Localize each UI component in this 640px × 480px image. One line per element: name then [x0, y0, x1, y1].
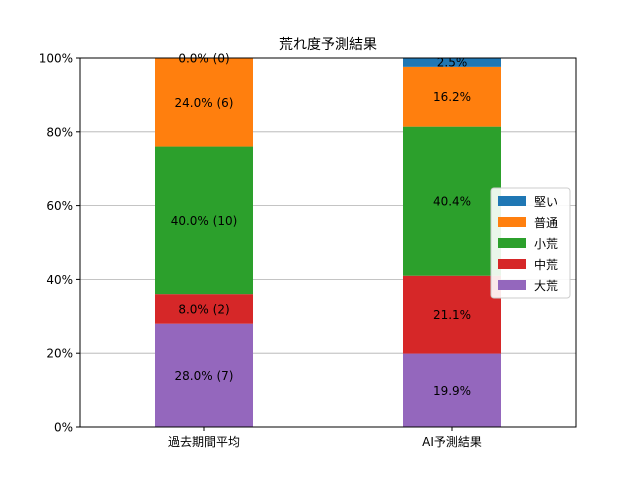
bar-segment — [403, 126, 501, 276]
data-label: 16.2% — [433, 90, 471, 104]
legend-swatch — [498, 259, 526, 269]
y-tick-label: 0% — [54, 421, 73, 435]
axis-layer: 0% 20% 40% 60% 80% 100% 過去期間平均 AI予測結果 — [39, 52, 482, 450]
legend-swatch — [498, 196, 526, 206]
bar-segment — [155, 323, 253, 427]
legend-label: 堅い — [534, 195, 558, 209]
legend-label: 中荒 — [534, 257, 558, 272]
plot-frame — [79, 57, 577, 428]
y-tick-label: 20% — [46, 347, 73, 361]
x-tick-label: 過去期間平均 — [168, 435, 240, 449]
bar-layer — [155, 57, 501, 427]
legend-label: 小荒 — [534, 237, 558, 251]
bar-segment — [403, 66, 501, 127]
data-label: 40.0% (10) — [171, 214, 238, 228]
bar-segment — [155, 146, 253, 295]
data-label: 8.0% (2) — [178, 302, 229, 316]
legend-label: 普通 — [534, 216, 558, 230]
y-tick-label: 40% — [46, 273, 73, 287]
bar-segment — [155, 58, 253, 147]
y-tick-label: 80% — [46, 125, 73, 139]
bar-segment — [155, 294, 253, 324]
data-label: 24.0% (6) — [175, 96, 234, 110]
legend-label: 大荒 — [534, 279, 558, 293]
chart-title: 荒れ度予測結果 — [279, 37, 377, 53]
data-label: 40.4% — [433, 195, 471, 209]
legend-swatch — [498, 280, 526, 290]
legend-swatch — [498, 238, 526, 248]
bar-segment — [403, 57, 501, 67]
y-tick-label: 60% — [46, 199, 73, 213]
legend-box — [490, 187, 571, 299]
x-tick-label: AI予測結果 — [422, 435, 482, 449]
data-label: 21.1% — [433, 308, 471, 322]
bar-segment — [403, 353, 501, 427]
data-label-layer: 28.0% (7)8.0% (2)40.0% (10)24.0% (6)0.0%… — [171, 52, 471, 398]
data-label: 28.0% (7) — [175, 369, 234, 383]
y-tick-label: 100% — [39, 52, 73, 66]
data-label: 2.5% — [437, 56, 468, 70]
data-label: 19.9% — [433, 384, 471, 398]
bar-segment — [403, 275, 501, 354]
legend-swatch — [498, 217, 526, 227]
